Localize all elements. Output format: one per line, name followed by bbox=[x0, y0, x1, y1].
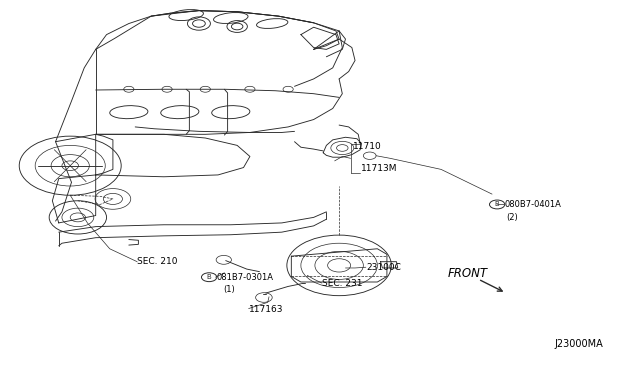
Text: (2): (2) bbox=[507, 212, 518, 221]
Text: 117163: 117163 bbox=[248, 305, 283, 314]
Text: SEC. 210: SEC. 210 bbox=[137, 257, 178, 266]
Text: FRONT: FRONT bbox=[447, 267, 488, 280]
Text: 080B7-0401A: 080B7-0401A bbox=[505, 200, 562, 209]
Text: 081B7-0301A: 081B7-0301A bbox=[217, 273, 274, 282]
Text: SEC. 231: SEC. 231 bbox=[322, 279, 362, 288]
Text: 11710: 11710 bbox=[353, 142, 382, 151]
Text: B: B bbox=[495, 202, 500, 208]
Text: J23000MA: J23000MA bbox=[554, 339, 604, 349]
Text: (1): (1) bbox=[223, 285, 235, 294]
Text: 23100C: 23100C bbox=[366, 263, 401, 272]
Text: B: B bbox=[207, 274, 211, 280]
Text: 11713M: 11713M bbox=[362, 164, 398, 173]
